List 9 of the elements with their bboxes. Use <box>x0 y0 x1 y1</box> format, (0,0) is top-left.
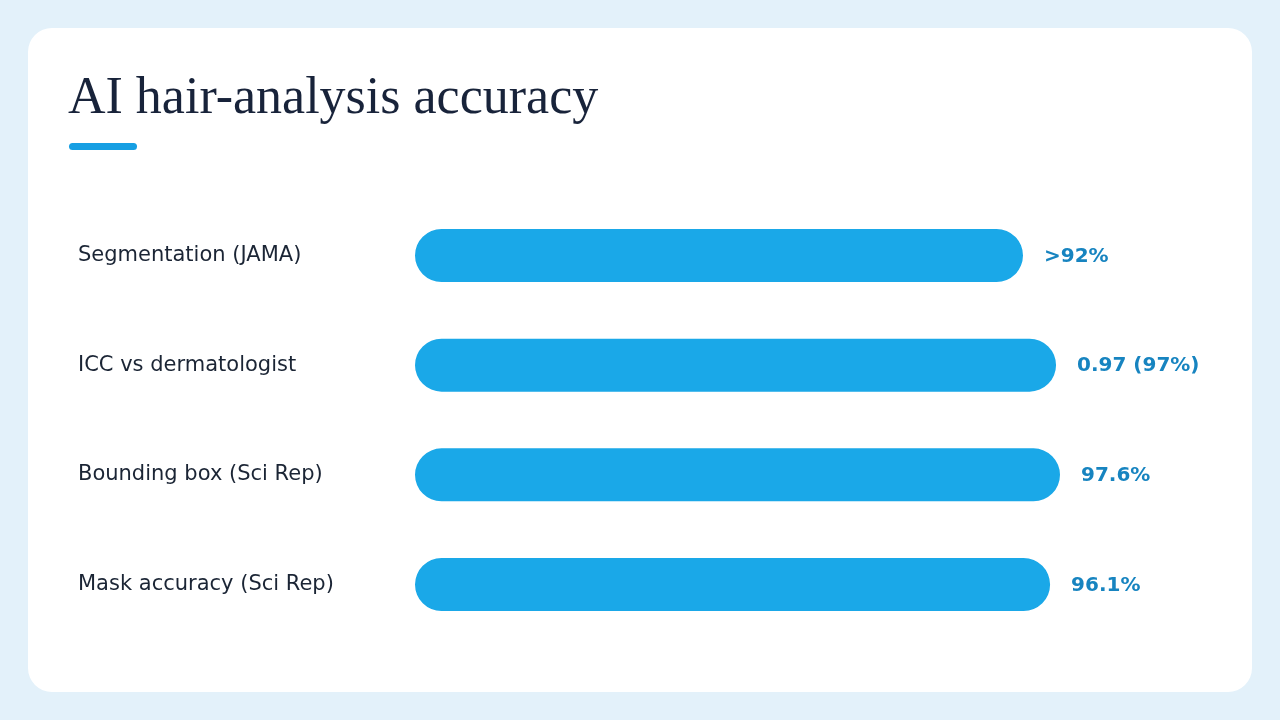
data-label: 96.1% <box>1071 571 1141 596</box>
y-tick-label: ICC vs dermatologist <box>78 351 297 376</box>
y-tick-label: Mask accuracy (Sci Rep) <box>78 571 334 595</box>
data-label: >92% <box>1043 242 1109 267</box>
y-tick-label: Segmentation (JAMA) <box>78 241 302 266</box>
data-label: 97.6% <box>1081 462 1151 487</box>
data-label: 0.97 (97%) <box>1077 352 1200 377</box>
y-tick-label: Bounding box (Sci Rep) <box>78 461 323 486</box>
chart-title: AI hair-analysis accuracy <box>68 67 599 124</box>
